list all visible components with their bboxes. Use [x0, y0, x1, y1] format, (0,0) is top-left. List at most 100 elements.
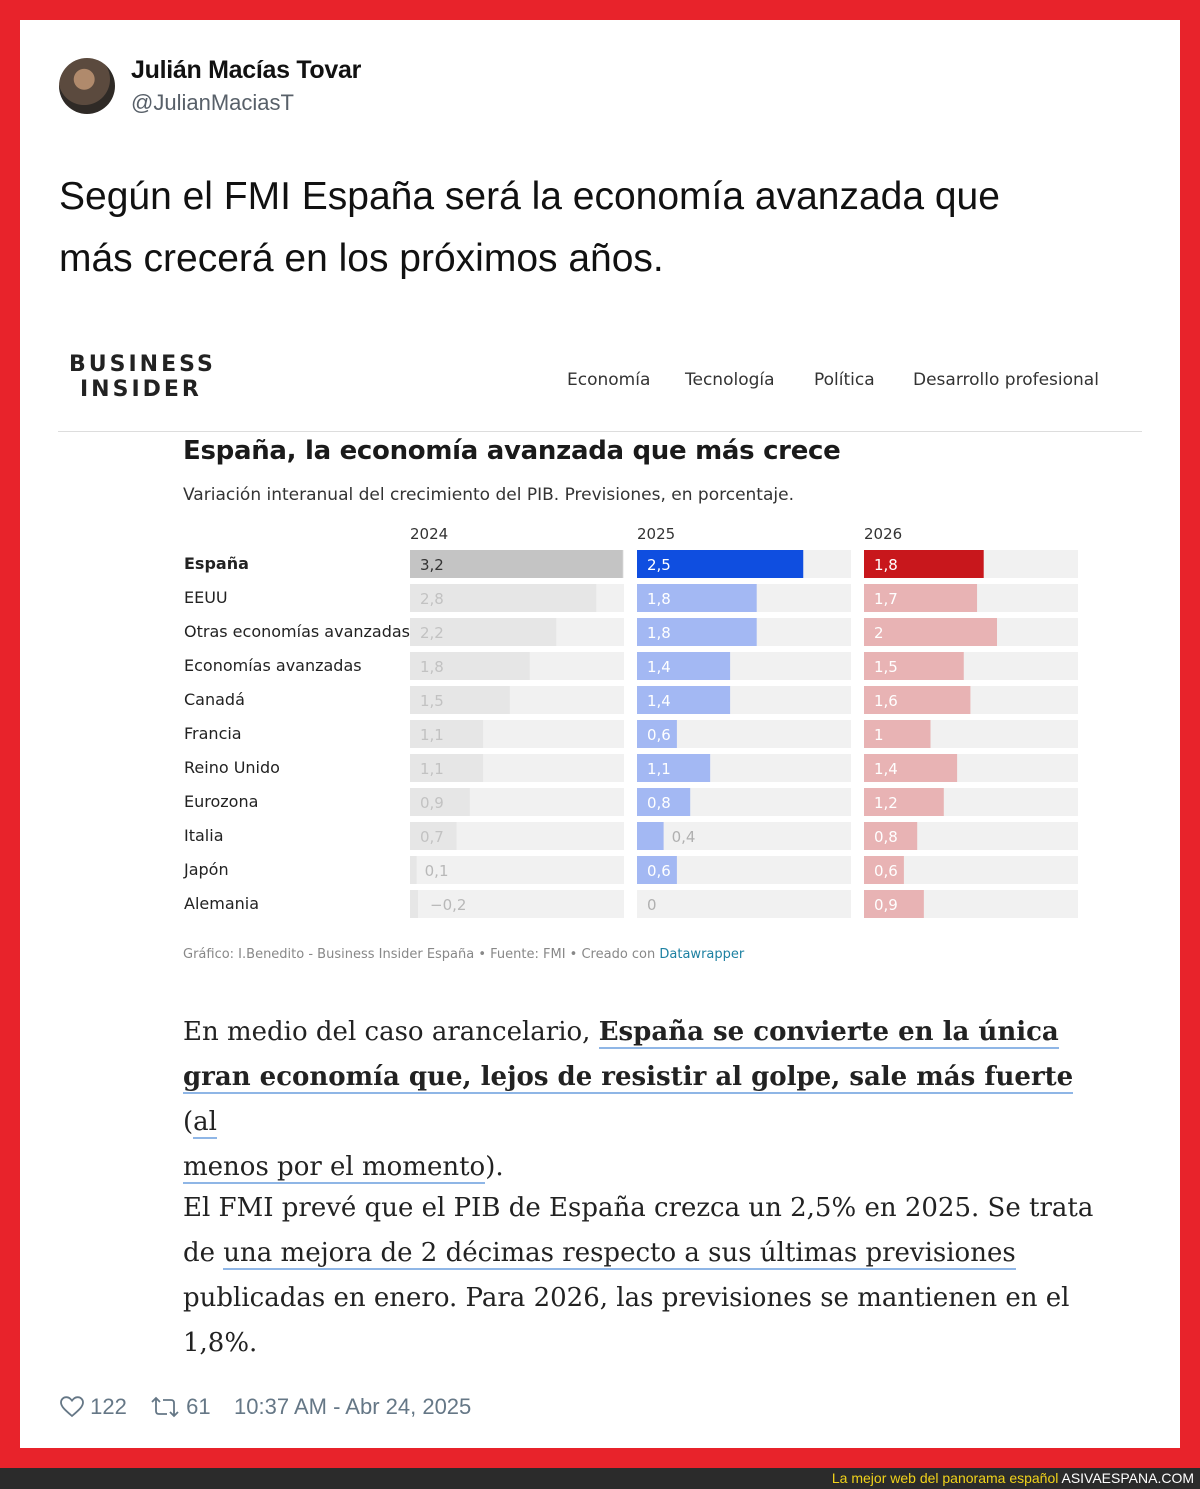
bar: [410, 856, 417, 884]
p1-bold-link: España se convierte en la única: [598, 1017, 1059, 1049]
category-label: España: [184, 554, 249, 573]
bar: [637, 652, 731, 680]
bar: [637, 618, 757, 646]
data-label: 0,6: [647, 862, 671, 880]
chart-credit: Gráfico: I.Benedito - Business Insider E…: [183, 947, 744, 962]
tweet-timestamp[interactable]: 10:37 AM - Abr 24, 2025: [234, 1394, 472, 1419]
bar: [637, 584, 757, 612]
data-label: 1,2: [874, 794, 898, 812]
business-insider-logo: BUSINESS INSIDER: [69, 352, 216, 402]
data-label: 1,4: [874, 760, 898, 778]
bar: [410, 822, 457, 850]
footer-tagline: La mejor web del panorama español: [831, 1470, 1062, 1486]
chart-title: España, la economía avanzada que más cre…: [183, 436, 841, 466]
like-count: 122: [90, 1394, 127, 1419]
data-label: 0,1: [425, 862, 449, 880]
bar: [410, 754, 484, 782]
p1-bold-link: gran economía que, lejos de resistir al …: [183, 1062, 1074, 1094]
p2-text: 1,8%.: [183, 1328, 258, 1358]
bar-chart: España EEUU Otras economías avanzadas Econo…: [183, 525, 1078, 918]
tweet-text: Según el FMI España será la economía ava…: [59, 166, 1139, 290]
bar-track: [637, 890, 851, 918]
data-label: 2,8: [420, 590, 444, 608]
series-header: 2026: [864, 525, 902, 543]
data-label: 1,7: [874, 590, 898, 608]
bar: [864, 720, 931, 748]
p2-text: de: [183, 1238, 224, 1268]
data-label: 1,8: [874, 556, 898, 574]
p2-link: una mejora de 2 décimas respecto a sus ú…: [223, 1238, 1016, 1270]
data-label: 0: [647, 896, 657, 914]
bar: [637, 822, 664, 850]
category-label: Otras economías avanzadas: [184, 622, 410, 641]
p1-text: ).: [485, 1152, 504, 1182]
bar: [410, 584, 597, 612]
data-label: 1,8: [420, 658, 444, 676]
data-label: 2,5: [647, 556, 671, 574]
data-label: 0,4: [672, 828, 696, 846]
bar-track: [637, 822, 851, 850]
p1-text: En medio del caso arancelario,: [183, 1017, 599, 1047]
category-label: Reino Unido: [184, 758, 280, 777]
bar: [410, 618, 557, 646]
bar: [637, 550, 804, 578]
bar: [864, 788, 944, 816]
bar: [410, 890, 418, 918]
data-label: 1,4: [647, 658, 671, 676]
data-label: 1,4: [647, 692, 671, 710]
category-label: EEUU: [184, 588, 228, 607]
logo-line: BUSINESS: [69, 352, 216, 377]
data-label: 2: [874, 624, 884, 642]
retweet-icon: [150, 1394, 180, 1420]
data-label: 2,2: [420, 624, 444, 642]
nav-politica: Política: [814, 370, 875, 390]
p2-text: publicadas en enero. Para 2026, las prev…: [183, 1283, 1070, 1313]
site-footer-bar: La mejor web del panorama español ASIVAE…: [0, 1468, 1200, 1489]
bar: [637, 720, 677, 748]
nav-economia: Economía: [567, 370, 651, 390]
data-label: 1,1: [647, 760, 671, 778]
divider: [58, 431, 1142, 432]
data-label: 0,7: [420, 828, 444, 846]
avatar[interactable]: [59, 58, 115, 114]
retweet-button[interactable]: 61: [150, 1394, 211, 1420]
bar: [410, 720, 484, 748]
heart-icon: [60, 1394, 84, 1420]
data-label: 1: [874, 726, 884, 744]
bar: [864, 550, 984, 578]
author-name[interactable]: Julián Macías Tovar: [131, 56, 362, 84]
category-label: Economías avanzadas: [184, 656, 362, 675]
bar: [864, 856, 904, 884]
p1-link: al: [193, 1107, 217, 1139]
data-label: 1,8: [647, 590, 671, 608]
like-button[interactable]: 122: [60, 1394, 127, 1420]
p1-text: (: [183, 1107, 194, 1137]
category-label: Japón: [183, 860, 229, 879]
author-handle[interactable]: @JulianMaciasT: [131, 90, 294, 115]
category-label: Francia: [184, 724, 242, 743]
data-label: 1,5: [420, 692, 444, 710]
retweet-count: 61: [186, 1394, 211, 1419]
bar: [864, 584, 978, 612]
bar: [864, 686, 971, 714]
footer-site-name[interactable]: ASIVAESPANA.COM: [1061, 1470, 1194, 1486]
data-label: 1,1: [420, 760, 444, 778]
data-label: 1,5: [874, 658, 898, 676]
category-label: Eurozona: [184, 792, 258, 811]
category-label: Alemania: [184, 894, 259, 913]
bar: [410, 788, 470, 816]
data-label: 0,8: [874, 828, 898, 846]
data-label: 1,1: [420, 726, 444, 744]
data-label: 0,9: [420, 794, 444, 812]
category-label: Canadá: [184, 690, 245, 709]
series-header: 2025: [637, 525, 675, 543]
category-label: Italia: [184, 826, 224, 845]
bar-track: [410, 856, 624, 884]
bar: [637, 686, 731, 714]
bar: [864, 618, 997, 646]
data-label: 0,6: [874, 862, 898, 880]
p1-link: menos por el momento: [183, 1152, 486, 1184]
datawrapper-link: Datawrapper: [659, 947, 745, 962]
tweet-text-line: más crecerá en los próximos años.: [59, 237, 664, 280]
bar: [637, 856, 677, 884]
